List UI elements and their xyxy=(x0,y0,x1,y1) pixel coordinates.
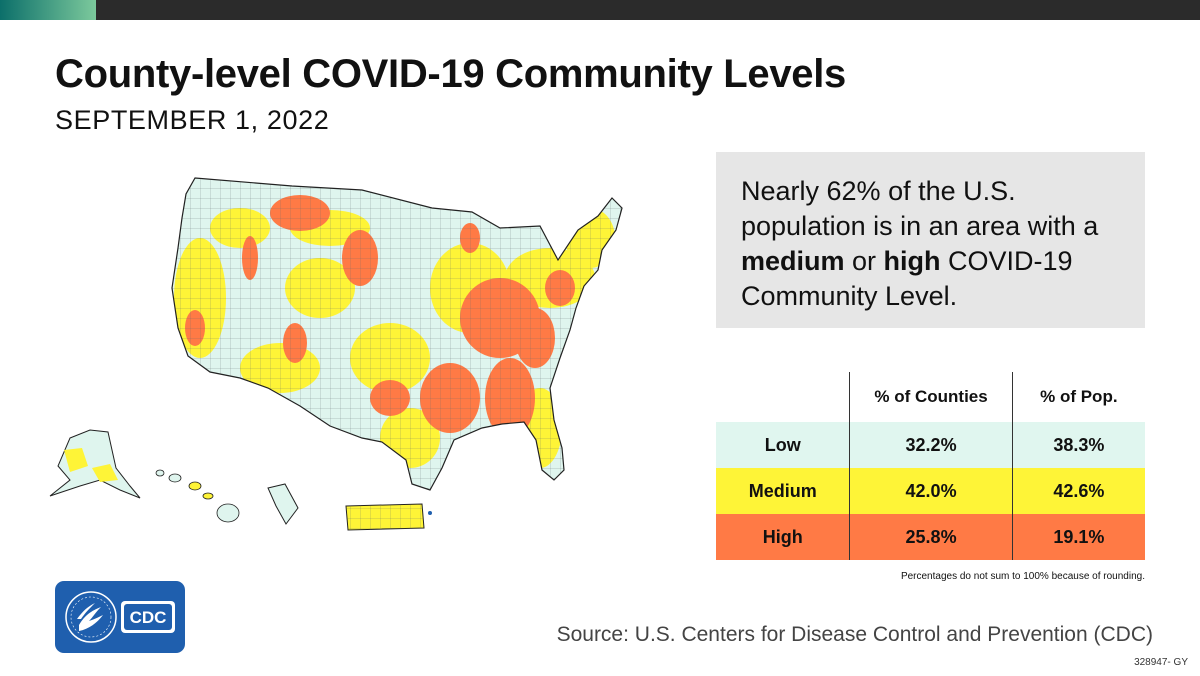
row-population: 19.1% xyxy=(1011,514,1145,560)
row-counties: 32.2% xyxy=(849,422,1013,468)
puerto-rico-counties xyxy=(345,503,432,531)
emphasis-medium: medium xyxy=(741,246,845,276)
row-counties: 42.0% xyxy=(849,468,1013,514)
emphasis-high: high xyxy=(883,246,941,276)
header-level xyxy=(716,372,850,422)
row-population: 38.3% xyxy=(1011,422,1145,468)
summary-callout: Nearly 62% of the U.S. population is in … xyxy=(716,152,1145,328)
header-population: % of Pop. xyxy=(1011,372,1145,422)
lower48-counties xyxy=(172,178,622,490)
page-subtitle-date: SEPTEMBER 1, 2022 xyxy=(55,105,330,135)
table-header-row: % of Counties % of Pop. xyxy=(716,372,1145,422)
rounding-footnote: Percentages do not sum to 100% because o… xyxy=(900,571,1145,582)
top-bar xyxy=(0,0,1200,20)
community-level-table: % of Counties % of Pop. Low 32.2% 38.3% … xyxy=(716,372,1145,560)
document-code: 328947- GY xyxy=(1134,657,1188,668)
row-label: Medium xyxy=(748,480,817,501)
table-row-high: High 25.8% 19.1% xyxy=(716,514,1145,560)
territory-counties xyxy=(267,483,299,525)
top-bar-accent xyxy=(0,0,96,20)
summary-text: Nearly 62% of the U.S. population is in … xyxy=(741,176,1099,311)
hhs-eagle-icon: CDC xyxy=(65,591,175,643)
table-row-medium: Medium 42.0% 42.6% xyxy=(716,468,1145,514)
hhs-cdc-logo: CDC xyxy=(55,581,185,653)
header-counties: % of Counties xyxy=(849,372,1013,422)
us-county-map xyxy=(49,177,623,531)
alaska-counties xyxy=(49,429,141,499)
row-label: High xyxy=(762,526,803,547)
table-row-low: Low 32.2% 38.3% xyxy=(716,422,1145,468)
cdc-logo-text: CDC xyxy=(130,608,167,627)
row-population: 42.6% xyxy=(1011,468,1145,514)
source-line: Source: U.S. Centers for Disease Control… xyxy=(556,623,1153,646)
hawaii-counties xyxy=(155,469,240,523)
row-label: Low xyxy=(764,434,801,455)
page-title: County-level COVID-19 Community Levels xyxy=(55,52,847,96)
row-counties: 25.8% xyxy=(849,514,1013,560)
